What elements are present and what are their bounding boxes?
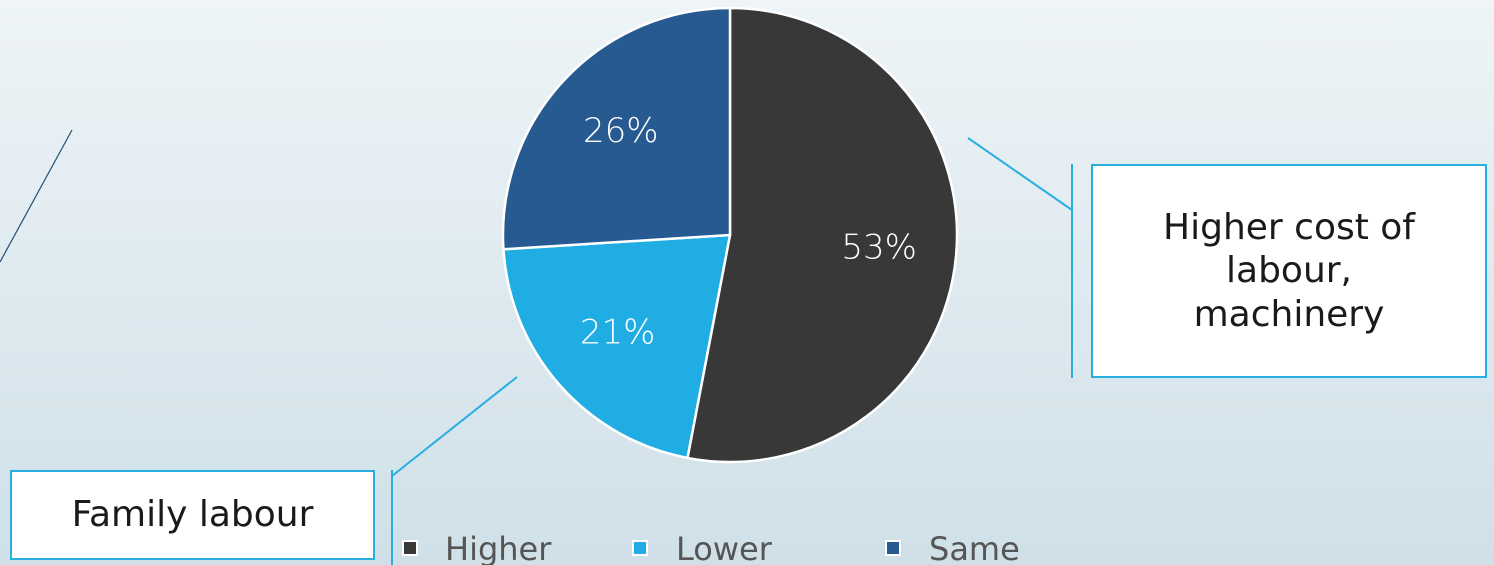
pie-label-higher: 53% [841, 228, 917, 268]
callout-right-connector [967, 137, 1073, 211]
callout-higher-cost: Higher cost of labour, machinery [1091, 164, 1487, 378]
callout-family-labour: Family labour [10, 470, 375, 560]
legend-label-same: Same [929, 530, 1020, 565]
legend-label-higher: Higher [445, 530, 552, 565]
legend-swatch-same [885, 540, 901, 556]
pie-slice-lower [502, 233, 732, 460]
legend-swatch-higher [402, 540, 418, 556]
legend-swatch-lower [632, 540, 648, 556]
pie-chart: 53% 21% 26% [501, 6, 959, 464]
decorative-diagonal-line [0, 129, 73, 263]
legend-label-lower: Lower [676, 530, 773, 565]
pie-slice-same [501, 6, 732, 251]
pie-label-lower: 21% [580, 313, 656, 353]
callout-left-connector [391, 376, 518, 477]
pie-slice-higher [686, 6, 959, 464]
pie-label-same: 26% [583, 111, 659, 151]
chart-legend: Higher Lower Same [402, 530, 1020, 565]
